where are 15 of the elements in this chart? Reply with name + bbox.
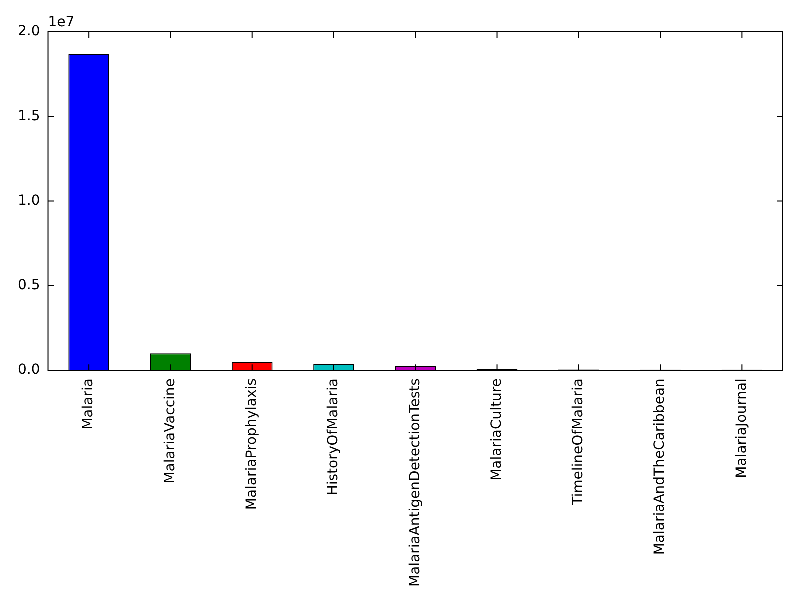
y-tick-label: 0.5 bbox=[18, 278, 40, 294]
x-tick-label: MalariaAntigenDetectionTests bbox=[407, 378, 424, 588]
x-tick-label: MalariaProphylaxis bbox=[244, 378, 260, 510]
x-tick-label: MalariaAndTheCaribbean bbox=[652, 378, 668, 556]
x-tick-label: Malaria bbox=[80, 378, 97, 430]
x-tick-label: HistoryOfMalaria bbox=[326, 378, 342, 496]
x-tick-label: MalariaVaccine bbox=[162, 378, 178, 484]
y-tick-label: 2.0 bbox=[18, 24, 40, 40]
y-tick-label: 0.0 bbox=[18, 362, 40, 378]
x-tick-label: MalariaJournal bbox=[734, 378, 750, 478]
y-tick-label: 1.5 bbox=[18, 108, 40, 124]
x-tick-label: TimelineOfMalaria bbox=[570, 378, 587, 506]
y-tick-label: 1.0 bbox=[18, 192, 40, 209]
text: 1e7 bbox=[48, 14, 75, 31]
x-tick-label: MalariaCulture bbox=[488, 378, 505, 481]
